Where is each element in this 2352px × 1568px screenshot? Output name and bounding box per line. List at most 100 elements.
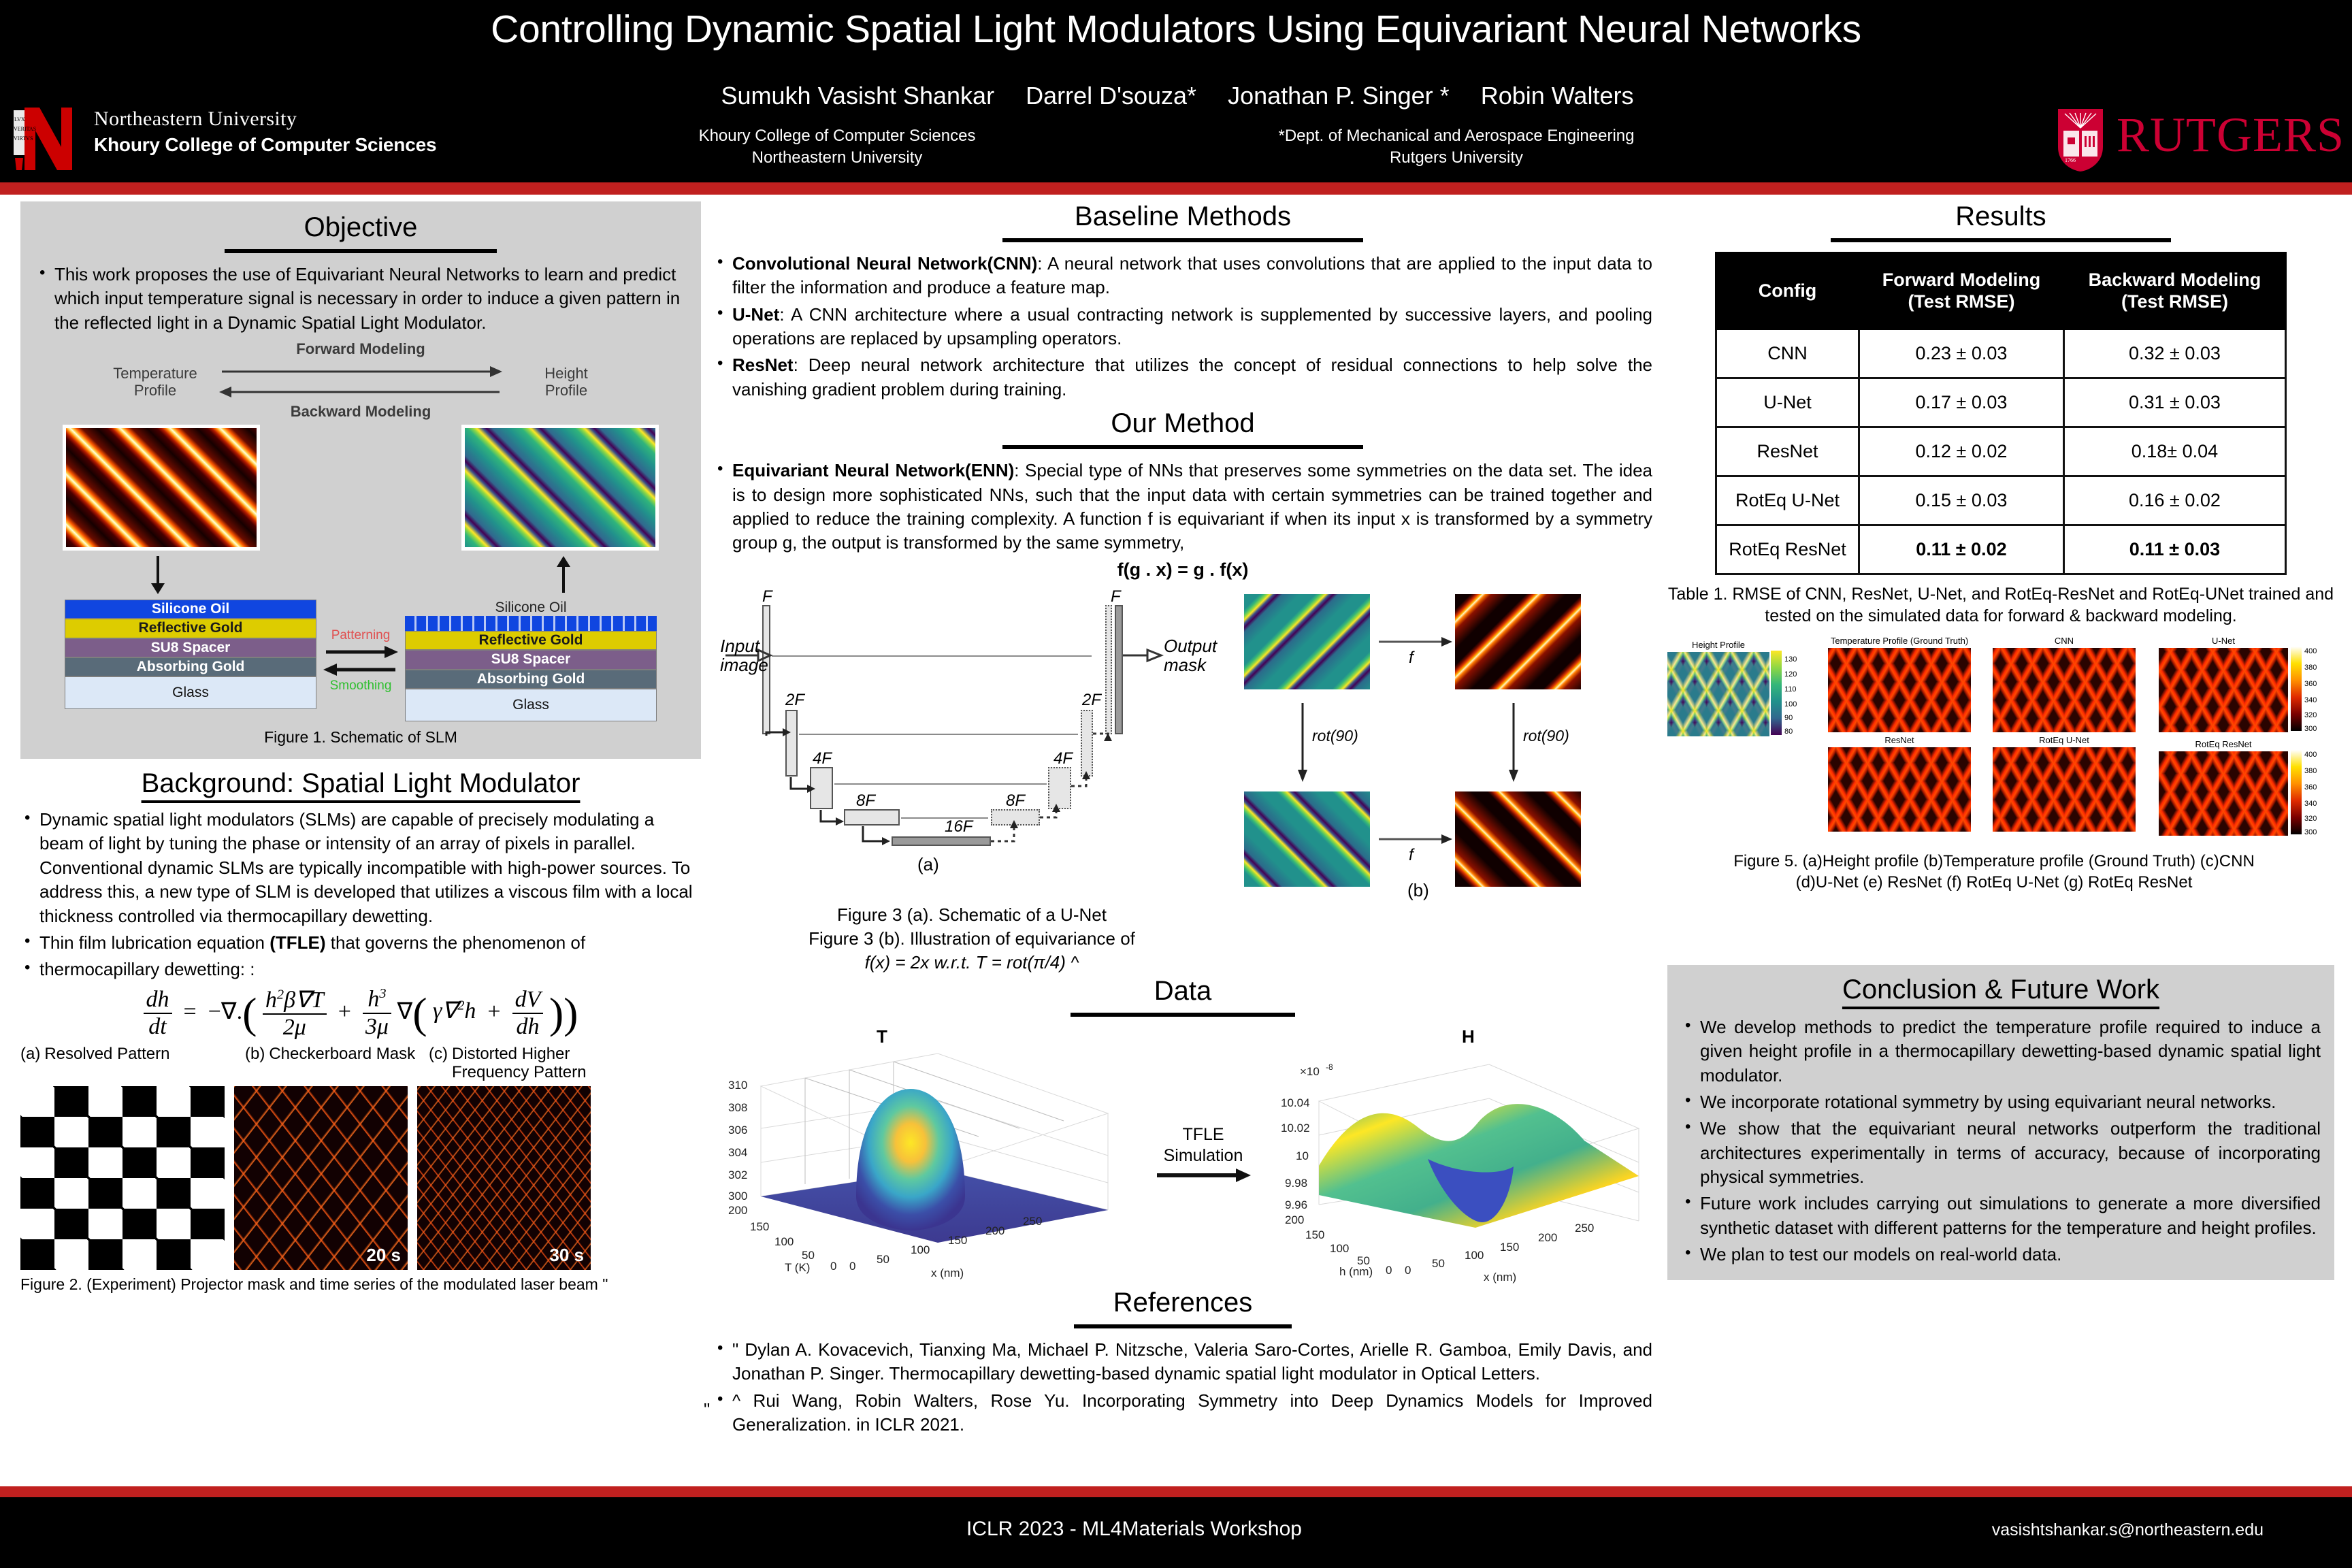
- unet-skip-4: [901, 817, 988, 819]
- tfle-equation: dh dt = −∇.( h2β∇T 2μ + h3 3μ ∇( γ∇2h + dV d…: [20, 986, 701, 1041]
- tick-y-0: 0: [830, 1260, 836, 1273]
- tick-y-100: 100: [774, 1235, 794, 1248]
- figure3-caption-a: Figure 3 (a). Schematic of a U-Net: [837, 904, 1107, 925]
- background-bullet-3: thermocapillary dewetting: :: [20, 957, 701, 981]
- figure5-caption: Figure 5. (a)Height profile (b)Temperatu…: [1667, 851, 2321, 893]
- objective-rule: [225, 249, 497, 253]
- tick-x-250: 250: [1023, 1215, 1042, 1228]
- unet-block-label-8F-left: 8F: [856, 791, 876, 810]
- equiv-output-image: [1455, 593, 1581, 689]
- conclusion-bullet-1: We develop methods to predict the temper…: [1681, 1015, 2321, 1088]
- our-method-section: Our Method Equivariant Neural Network(EN…: [713, 408, 1652, 580]
- baseline-bullet-cnn: Convolutional Neural Network(CNN): A neu…: [713, 251, 1652, 300]
- fig5-image-temperature-gt: [1828, 647, 1971, 732]
- tick-y-50: 50: [1357, 1254, 1370, 1267]
- our-method-title: Our Method: [1111, 408, 1255, 439]
- equiv-input-rotated-image: [1244, 791, 1370, 887]
- cell-backward: 0.18± 0.04: [2062, 425, 2287, 477]
- cbar-tick: 400: [2304, 647, 2317, 655]
- tick-x-150: 150: [1500, 1241, 1519, 1254]
- figure1: Forward Modeling Temperature Profile Heig…: [35, 340, 686, 747]
- right-arrow-icon: [326, 645, 398, 658]
- data-section: Data T: [713, 976, 1652, 1285]
- figure1-caption: Figure 1. Schematic of SLM: [264, 728, 457, 747]
- cbar-tick: 380: [2304, 766, 2317, 775]
- chart-title-H: H: [1462, 1026, 1475, 1047]
- tick-y-150: 150: [750, 1220, 769, 1233]
- background-section: Background: Spatial Light Modulator Dyna…: [20, 768, 701, 1294]
- unet-block-label-2F-right: 2F: [1082, 690, 1102, 709]
- cell-forward: 0.11 ± 0.02: [1858, 523, 2065, 575]
- conclusion-panel: Conclusion & Future Work We develop meth…: [1667, 964, 2334, 1281]
- fig5-colorbar-temp-top: 400 380 360 340 320 300: [2291, 646, 2317, 732]
- data-title: Data: [1154, 975, 1212, 1006]
- baseline-bullets: Convolutional Neural Network(CNN): A neu…: [713, 251, 1652, 402]
- fig5-image-roteq-unet: [1993, 747, 2136, 832]
- equiv-arrows: [1298, 636, 1518, 844]
- cbar-tick: 320: [2304, 710, 2317, 719]
- table1-caption: Table 1. RMSE of CNN, ResNet, U-Net, and…: [1667, 584, 2334, 626]
- references-list: " Dylan A. Kovacevich, Tianxing Ma, Mich…: [713, 1337, 1652, 1437]
- cbar-tick: 360: [2304, 679, 2317, 688]
- our-method-bullets: Equivariant Neural Network(ENN): Special…: [713, 458, 1652, 555]
- surface-plot-H: ×10 -8 10.04 10.02 10 9.98 9.96 200 150 …: [1281, 1062, 1640, 1284]
- table-row: RotEq ResNet 0.11 ± 0.02 0.11 ± 0.03: [1715, 523, 2287, 575]
- cell-config: ResNet: [1715, 425, 1860, 477]
- fig2-label-c: Distorted Higher Frequency Pattern: [451, 1044, 587, 1082]
- laser-mask-20s-image: 20 s: [234, 1085, 408, 1270]
- axis-label-x-nm: x (nm): [931, 1267, 964, 1279]
- unet-block-label-8F-right: 8F: [1006, 791, 1026, 810]
- up-arrow-icon: [557, 556, 570, 593]
- results-table: Config Forward Modeling (Test RMSE) Back…: [1715, 252, 2287, 575]
- temperature-profile-image: [63, 425, 260, 551]
- fig5-panel-cnn: CNN: [1993, 636, 2136, 732]
- baseline-text-unet: : A CNN architecture where a usual contr…: [732, 304, 1652, 349]
- tick-9.98: 9.98: [1285, 1177, 1307, 1190]
- baseline-term-resnet: ResNet: [732, 355, 794, 376]
- cell-config: RotEq U-Net: [1715, 474, 1860, 526]
- tick-308: 308: [728, 1101, 747, 1114]
- cell-forward: 0.23 ± 0.03: [1858, 327, 2065, 379]
- background-bullets: Dynamic spatial light modulators (SLMs) …: [20, 807, 701, 982]
- khoury-name: Khoury College of Computer Sciences: [94, 134, 437, 155]
- baseline-term-unet: U-Net: [732, 304, 780, 325]
- conclusion-bullet-3: We show that the equivariant neural netw…: [1681, 1116, 2321, 1189]
- author-2: Darrel D'souza*: [1026, 82, 1197, 110]
- cell-config: RotEq ResNet: [1715, 523, 1860, 575]
- bidirectional-arrow-icon: [219, 366, 502, 398]
- fig5-label-cnn: CNN: [2054, 635, 2074, 646]
- poster-header: Controlling Dynamic Spatial Light Modula…: [0, 0, 2352, 182]
- fig5-panel-resnet: ResNet: [1828, 735, 1971, 832]
- layer-reflective-gold: Reflective Gold: [405, 631, 657, 651]
- checkerboard-pattern-image: [20, 1085, 225, 1270]
- tick-10: 10: [1296, 1149, 1309, 1162]
- unet-block-label-2F-left: 2F: [785, 690, 805, 709]
- colorbar-gradient-hot: [2291, 646, 2302, 731]
- unet-block-16F: [892, 836, 991, 846]
- unet-block-label-4F-left: 4F: [813, 749, 832, 768]
- footer-email[interactable]: vasishtshankar.s@northeastern.edu: [1991, 1520, 2264, 1539]
- tfle-label-line2: Simulation: [1163, 1146, 1243, 1166]
- layer-su8-spacer: SU8 Spacer: [405, 650, 657, 670]
- tick-x-250: 250: [1575, 1222, 1594, 1235]
- tick-y-200: 200: [1285, 1213, 1304, 1226]
- references-section: References " Dylan A. Kovacevich, Tianxi…: [704, 1287, 1652, 1437]
- references-title: References: [1113, 1287, 1253, 1318]
- svg-text:VIRTVS: VIRTVS: [14, 135, 33, 142]
- cbar-tick: 80: [1784, 727, 1793, 736]
- unet-block-label-16F: 16F: [945, 817, 973, 836]
- cell-backward: 0.32 ± 0.03: [2062, 327, 2287, 379]
- cbar-tick: 90: [1784, 713, 1793, 722]
- affiliation-left-line1: Khoury College of Computer Sciences: [698, 127, 976, 145]
- layer-reflective-gold: Reflective Gold: [65, 619, 316, 638]
- left-arrow-icon: [323, 663, 395, 676]
- fig5-image-resnet: [1828, 747, 1971, 832]
- objective-panel: Objective This work proposes the use of …: [20, 201, 701, 760]
- rutgers-shield-icon: 1766: [2058, 109, 2103, 172]
- column-header-forward: Forward Modeling (Test RMSE): [1858, 252, 2065, 330]
- forward-backward-arrows: Temperature Profile Height Profile: [35, 361, 686, 403]
- slm-stack-patterned: Silicone Oil Reflective Gold SU8 Spacer …: [405, 600, 657, 722]
- affiliation-right: *Dept. of Mechanical and Aerospace Engin…: [1157, 125, 1756, 168]
- footer-accent-bar: [0, 1486, 2352, 1497]
- tfle-arrow-label: TFLE Simulation: [1152, 1124, 1254, 1167]
